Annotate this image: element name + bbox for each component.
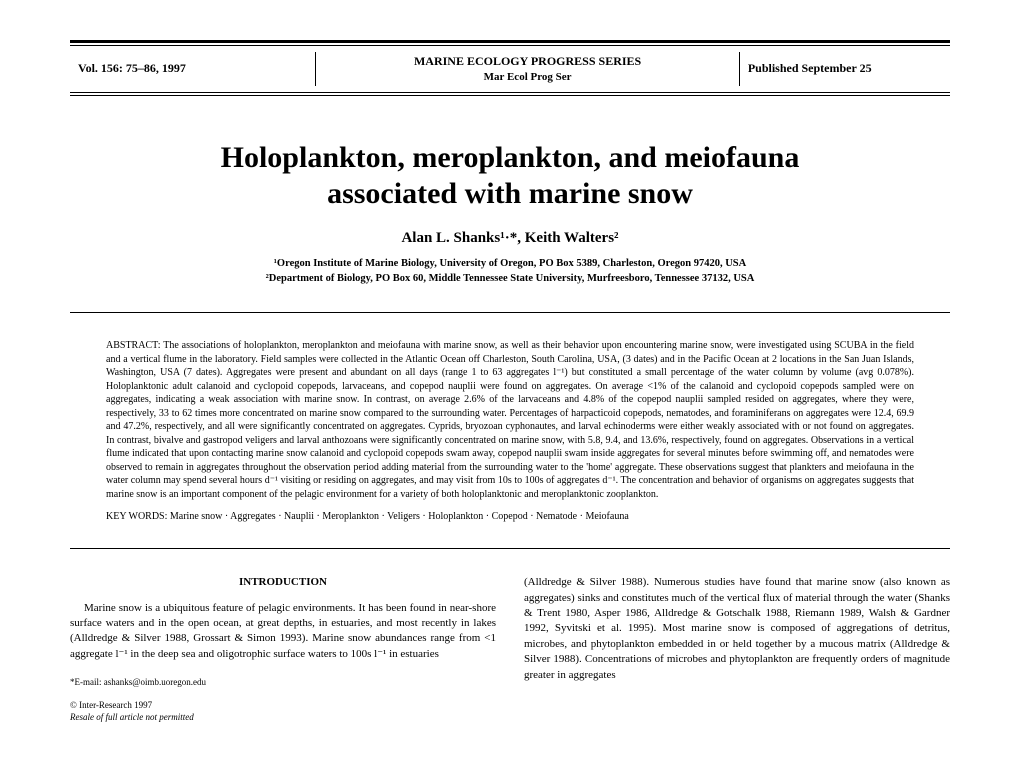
body-columns: INTRODUCTION Marine snow is a ubiquitous…: [70, 575, 950, 724]
title-line-1: Holoplankton, meroplankton, and meiofaun…: [221, 141, 800, 174]
copyright-line-1: © Inter-Research 1997: [70, 699, 496, 712]
column-right: (Alldredge & Silver 1988). Numerous stud…: [524, 575, 950, 724]
rule-1: [70, 312, 950, 313]
affiliations: ¹Oregon Institute of Marine Biology, Uni…: [70, 257, 950, 286]
title-line-2: associated with marine snow: [327, 177, 693, 210]
header-bar: Vol. 156: 75–86, 1997 MARINE ECOLOGY PRO…: [70, 45, 950, 93]
affiliation-1: ¹Oregon Institute of Marine Biology, Uni…: [70, 257, 950, 272]
column-left: INTRODUCTION Marine snow is a ubiquitous…: [70, 575, 496, 724]
header-published: Published September 25: [739, 52, 950, 86]
keywords: KEY WORDS: Marine snow · Aggregates · Na…: [70, 501, 950, 522]
col2-paragraph-1: (Alldredge & Silver 1988). Numerous stud…: [524, 575, 950, 683]
copyright-line-2: Resale of full article not permitted: [70, 711, 496, 724]
abstract: ABSTRACT: The associations of holoplankt…: [70, 339, 950, 501]
copyright: © Inter-Research 1997 Resale of full art…: [70, 699, 496, 724]
header-bottom-rule: [70, 95, 950, 96]
article-title: Holoplankton, meroplankton, and meiofaun…: [70, 140, 950, 212]
affiliation-2: ²Department of Biology, PO Box 60, Middl…: [70, 272, 950, 287]
journal-abbrev: Mar Ecol Prog Ser: [324, 70, 730, 84]
authors: Alan L. Shanks¹·*, Keith Walters²: [70, 230, 950, 247]
header-volume: Vol. 156: 75–86, 1997: [70, 52, 316, 86]
introduction-heading: INTRODUCTION: [70, 575, 496, 590]
journal-title: MARINE ECOLOGY PROGRESS SERIES: [324, 54, 730, 70]
intro-paragraph-1: Marine snow is a ubiquitous feature of p…: [70, 601, 496, 663]
header-journal: MARINE ECOLOGY PROGRESS SERIES Mar Ecol …: [316, 52, 738, 86]
corresponding-email: *E-mail: ashanks@oimb.uoregon.edu: [70, 676, 496, 689]
top-rule: [70, 40, 950, 43]
rule-2: [70, 548, 950, 549]
